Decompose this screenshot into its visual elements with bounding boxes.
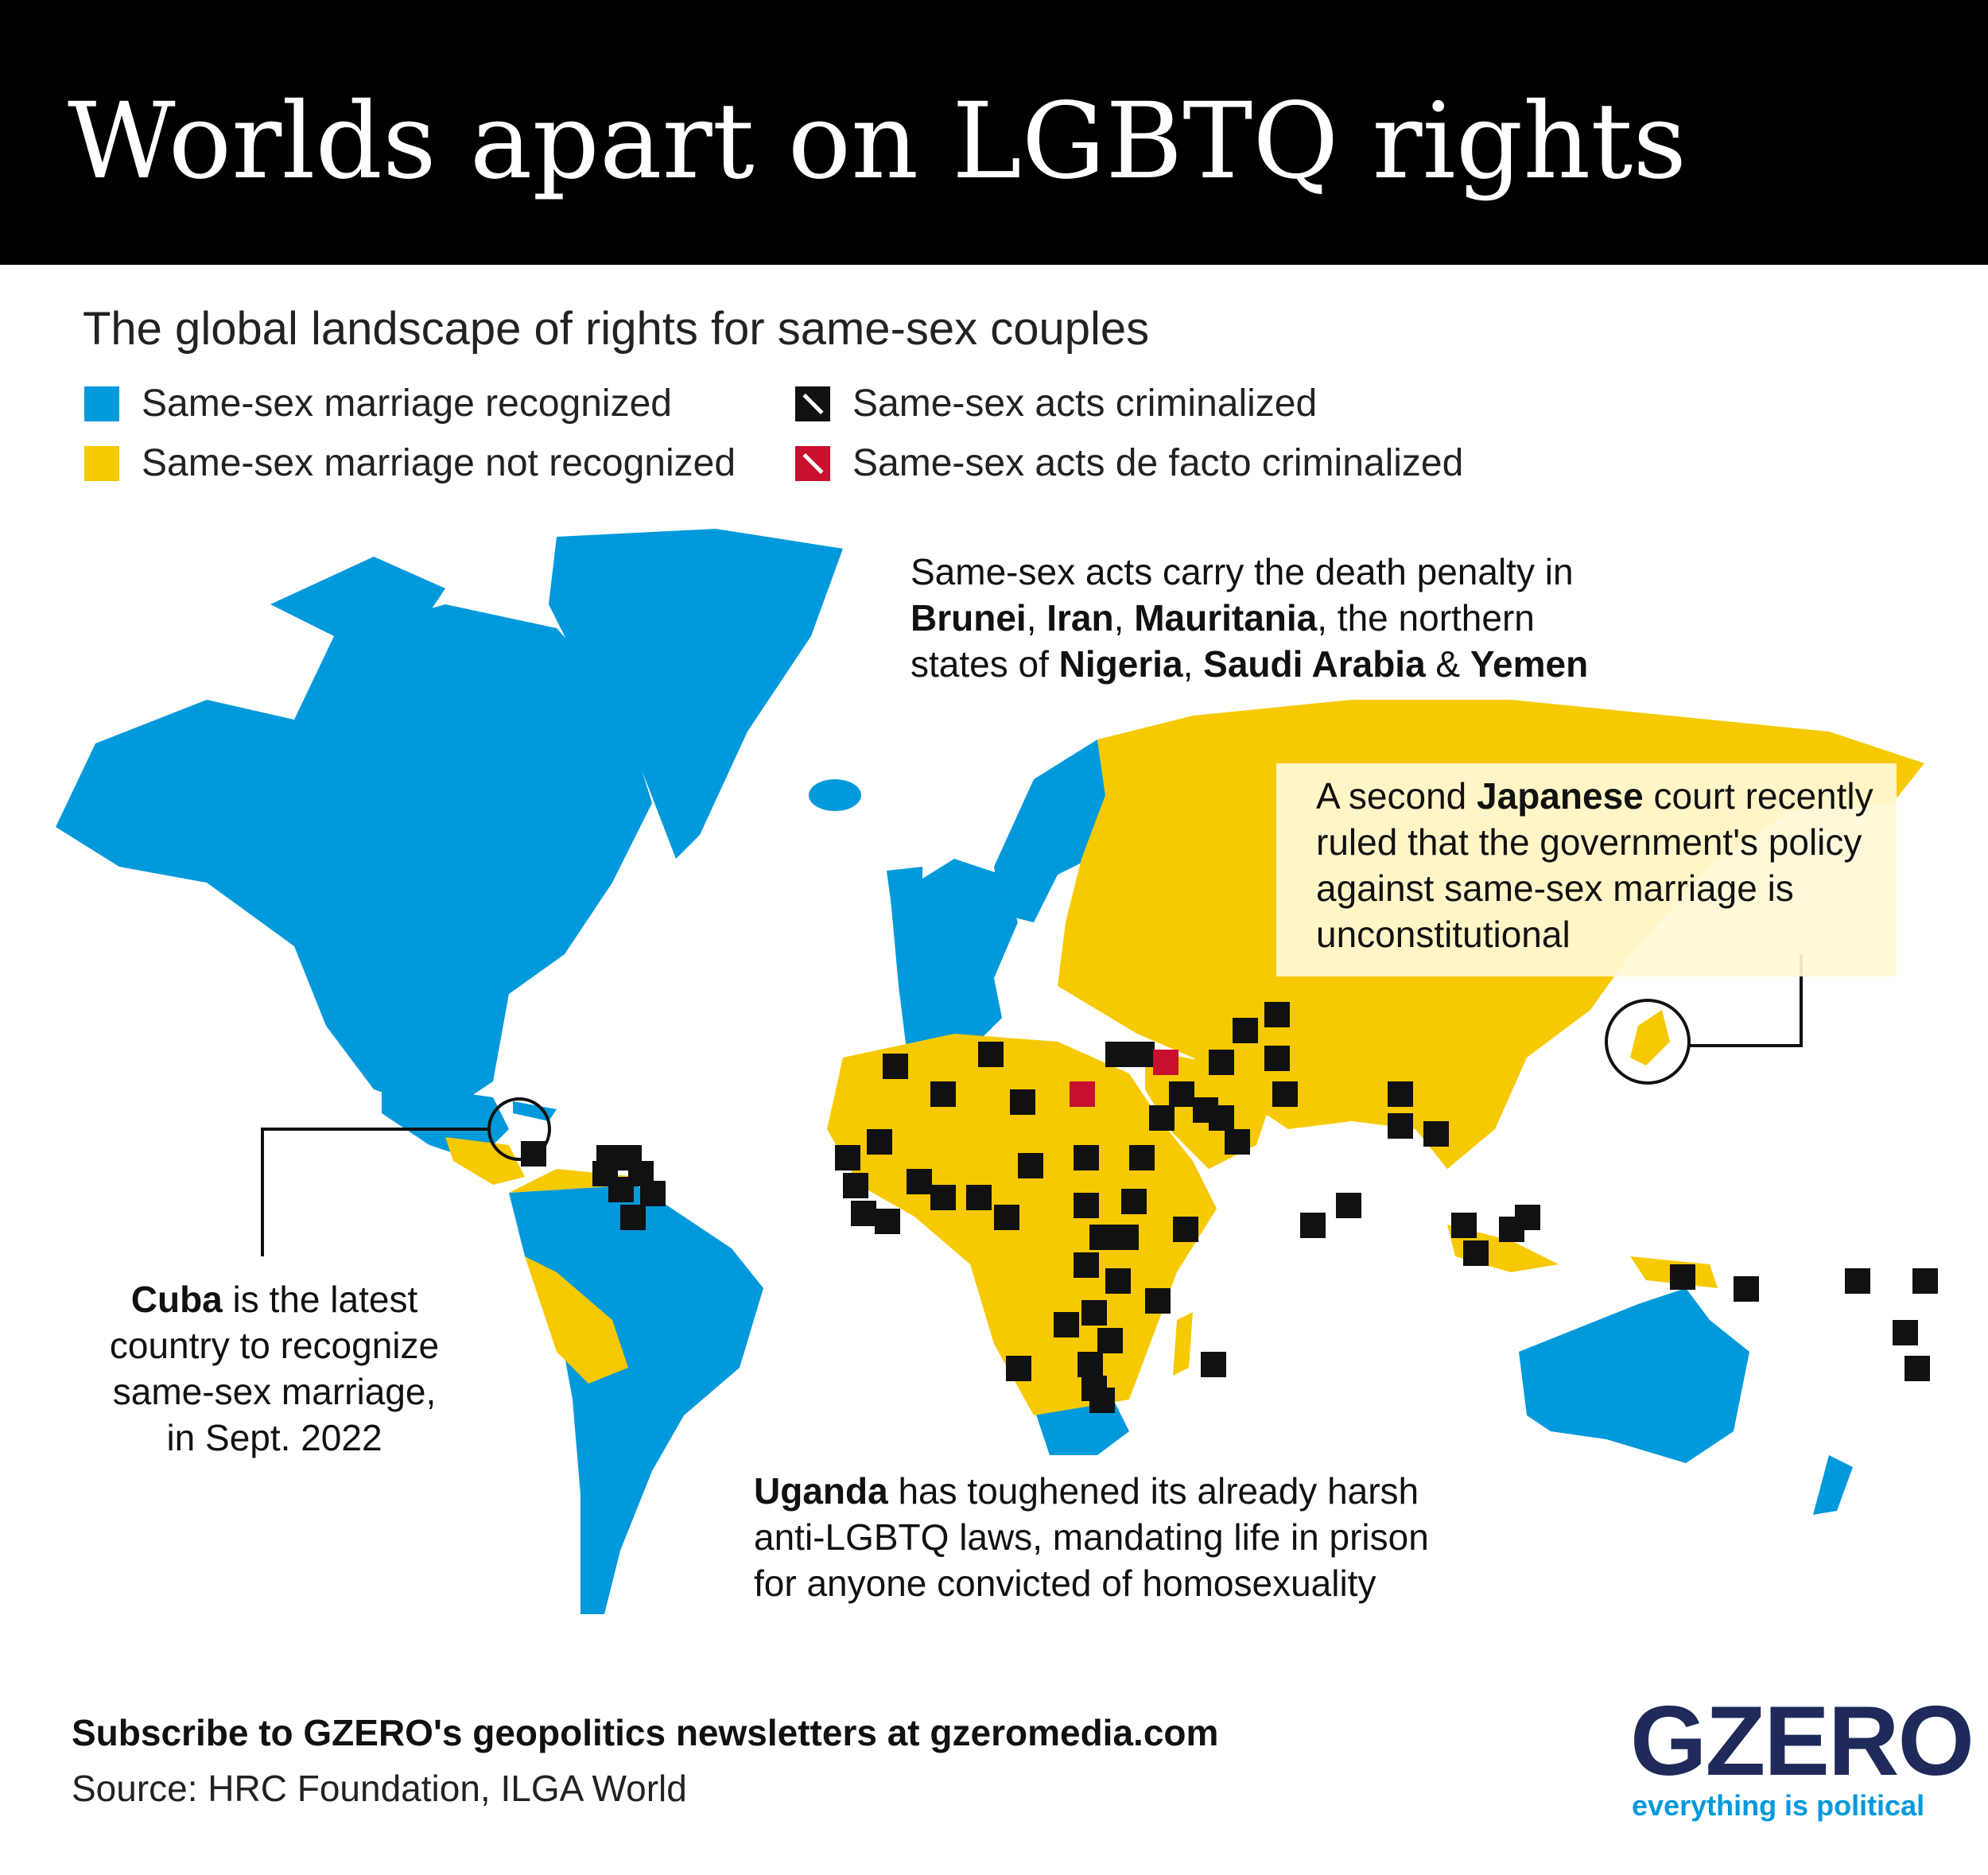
- criminalized-markers: [521, 1002, 1938, 1413]
- source-note: Source: HRC Foundation, ILGA World: [72, 1768, 687, 1809]
- header-bar: Worlds apart on LGBTQ rights: [0, 0, 1988, 265]
- legend-de-facto-label: Same-sex acts de facto criminalized: [852, 442, 1464, 484]
- legend-de-facto: Same-sex acts de facto criminalized: [795, 441, 1463, 485]
- gzero-logo: GZERO everything is political: [1630, 1692, 1974, 1822]
- japan-note: A second Japanese court recently ruled t…: [1316, 775, 1873, 955]
- cuba-note: Cuba is the latest country to recognize …: [109, 1279, 440, 1458]
- legend-criminalized: Same-sex acts criminalized: [795, 382, 1317, 425]
- page-title: Worlds apart on LGBTQ rights: [68, 80, 1687, 203]
- japan-callout-box: [1276, 763, 1897, 976]
- death-penalty-note: Same-sex acts carry the death penalty in…: [911, 551, 1589, 685]
- subscribe-link[interactable]: Subscribe to GZERO's geopolitics newslet…: [72, 1712, 1219, 1753]
- legend-recognized-label: Same-sex marriage recognized: [142, 382, 672, 425]
- legend-not-recognized: Same-sex marriage not recognized: [84, 441, 736, 485]
- de-facto-criminalized-icon: [795, 445, 830, 481]
- criminalized-icon: [795, 386, 830, 421]
- legend-recognized: Same-sex marriage recognized: [84, 382, 672, 425]
- callout-lines: [261, 954, 1803, 1256]
- logo-wordmark: GZERO: [1630, 1687, 1974, 1796]
- uganda-note: Uganda has toughened its already harsh a…: [754, 1470, 1429, 1604]
- legend-blue-swatch: [84, 386, 119, 421]
- legend-not-recognized-label: Same-sex marriage not recognized: [142, 442, 736, 484]
- logo-tagline: everything is political: [1632, 1789, 1925, 1822]
- subtitle: The global landscape of rights for same-…: [83, 303, 1150, 355]
- map-recognized-regions: [56, 529, 1853, 1614]
- legend-yellow-swatch: [84, 445, 119, 481]
- legend-criminalized-label: Same-sex acts criminalized: [852, 382, 1318, 425]
